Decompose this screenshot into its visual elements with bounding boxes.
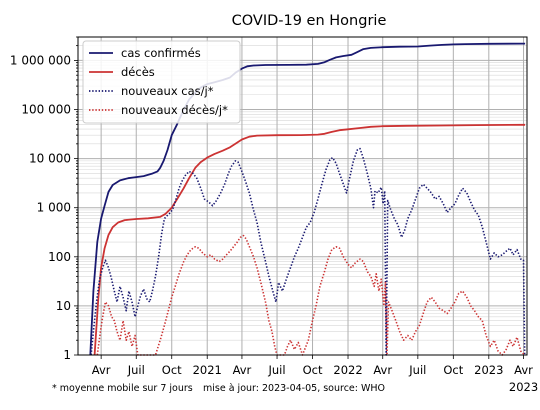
x-axis: Avr Juil Oct 2021 Avr Juil Oct 2022 Avr Juil Oct 20… — [92, 355, 538, 394]
footnote-moving-average: * moyenne mobile sur 7 jours — [52, 383, 193, 394]
x-tick-label: Oct — [303, 363, 323, 377]
series-line-4 — [96, 234, 526, 356]
y-tick-label: 100 000 — [21, 103, 71, 117]
y-tick-label: 10 000 — [29, 152, 71, 166]
y-axis: 1 10 100 1 000 10 000 100 000 1 000 000 — [10, 36, 78, 362]
legend-label: cas confirmés — [121, 46, 201, 60]
y-tick-label: 1 000 000 — [10, 53, 71, 67]
legend-label: nouveaux cas/j* — [121, 84, 214, 98]
legend-label: nouveaux décès/j* — [121, 103, 228, 117]
y-tick-label: 1 000 — [37, 201, 71, 215]
x-tick-label: Avr — [514, 363, 533, 377]
x-tick-label: Avr — [92, 363, 111, 377]
series-line-3 — [90, 147, 526, 356]
series-layer — [89, 42, 526, 356]
y-tick-label: 100 — [48, 250, 71, 264]
legend: cas confirmés décès nouveaux cas/j* nouveau… — [82, 40, 241, 124]
footnote-source: mise à jour: 2023-04-05, source: WHO — [203, 383, 385, 394]
x-tick-label: Avr — [233, 363, 252, 377]
x-tick-label: 2021 — [193, 363, 222, 377]
legend-label: décès — [121, 65, 155, 79]
y-tick-label: 10 — [56, 299, 71, 313]
x-tick-label: 2022 — [333, 363, 362, 377]
x-tick-label: Avr — [373, 363, 392, 377]
x-tick-label: Juil — [408, 363, 426, 377]
x-tick-label: Juil — [127, 363, 145, 377]
plot-frame — [77, 36, 528, 356]
legend-box — [82, 40, 241, 124]
y-tick-label: 1 — [63, 348, 71, 362]
x-tick-label: Juil — [268, 363, 286, 377]
series-line-2 — [93, 123, 526, 356]
x-tick-sublabel: 2023 — [509, 380, 538, 394]
x-tick-label: 2023 — [474, 363, 503, 377]
x-tick-label: Oct — [443, 363, 463, 377]
x-tick-label: Oct — [162, 363, 182, 377]
chart-title: COVID-19 en Hongrie — [232, 13, 387, 29]
